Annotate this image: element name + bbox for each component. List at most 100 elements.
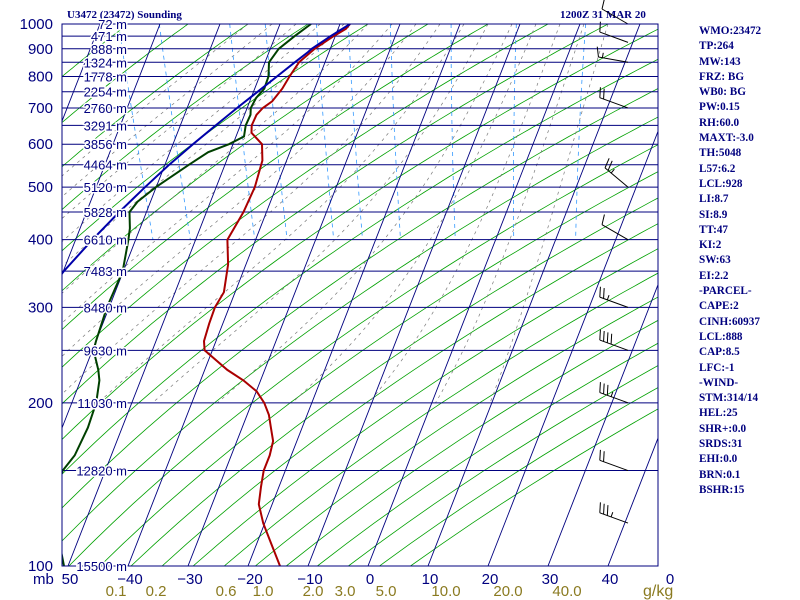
wind-barb-tick — [606, 505, 609, 516]
mixing-ratio-tick-label: 3.0 — [335, 583, 356, 600]
wind-barb-staff — [599, 512, 629, 524]
mixing-ratio-tick-label: 20.0 — [493, 583, 522, 600]
stat-item: LCL:928 — [699, 177, 743, 190]
height-label: 5120 m — [84, 180, 127, 195]
dry-adiabat-line — [130, 197, 658, 566]
wind-barb-tick — [599, 21, 601, 33]
mixing-ratio-tick-label: 40.0 — [552, 583, 581, 600]
stat-item: CAPE:2 — [699, 300, 739, 313]
sounding-indices-panel: WMO:23472 TP:264 MW:143 FRZ: BG WB0: BG PW:0.… — [699, 24, 761, 498]
stat-item: WB0: BG — [699, 86, 746, 99]
stat-item: LI:8.7 — [699, 193, 729, 206]
stat-item: EHI:0.0 — [699, 453, 738, 466]
pressure-tick-label: 300 — [28, 299, 53, 316]
mixing-ratio-tick-label: 5.0 — [376, 583, 397, 600]
temperature-tick-label: 0 — [366, 571, 374, 588]
height-label: 888 m — [91, 42, 127, 57]
mixing-ratio-labels: 0.1 0.2 0.6 1.0 2.0 3.0 5.0 10.0 20.0 40.0 — [106, 583, 582, 600]
height-label: 7483 m — [84, 264, 127, 279]
stat-item: SRDS:31 — [699, 438, 743, 451]
wind-barb-half-tick — [606, 295, 610, 301]
stat-item: TP:264 — [699, 40, 734, 53]
wind-barb-tick — [606, 384, 609, 396]
temperature-tick-label: −10 — [297, 571, 322, 588]
height-label: 15500 m — [76, 559, 127, 574]
stat-item: MAXT:-3.0 — [699, 132, 754, 145]
isotherm-line — [427, 24, 641, 566]
wind-barb-half-tick — [610, 168, 615, 174]
height-label: 4464 m — [84, 158, 127, 173]
wind-barb-staff — [599, 97, 629, 109]
chart-timestamp: 1200Z 31 MAR 20 — [560, 9, 646, 21]
mixing-ratio-tick-label: 0.1 — [106, 583, 127, 600]
dry-adiabat-line — [62, 88, 658, 509]
wind-barb-tick — [599, 286, 601, 298]
stat-item: SHR+:0.0 — [699, 422, 747, 435]
wind-barb-tick — [599, 449, 601, 461]
stat-item: BRN:0.1 — [699, 468, 741, 481]
wind-barb — [599, 449, 629, 472]
height-label: 3856 m — [84, 137, 127, 152]
pressure-tick-label: 400 — [28, 232, 53, 249]
wind-barb — [599, 21, 629, 43]
dry-adiabat-line — [255, 296, 658, 566]
wind-barb — [604, 158, 629, 188]
stat-item: TT:47 — [699, 223, 729, 236]
stat-item: -WIND- — [699, 376, 739, 389]
wind-barb — [599, 286, 629, 308]
dewpoint-line — [62, 24, 312, 566]
dry-adiabats — [62, 24, 658, 566]
pressure-axis-labels: 100 200 300 400 500 600 700 800 900 1000 — [20, 16, 53, 575]
height-label: 9630 m — [84, 343, 127, 358]
wind-barb — [599, 502, 629, 524]
mixing-ratio-tick-label: 10.0 — [431, 583, 460, 600]
wind-barb-staff — [599, 296, 629, 308]
wind-barb-tick — [603, 503, 605, 515]
temperature-tick-label: 30 — [542, 571, 559, 588]
wind-barb-staff — [601, 224, 629, 241]
plot-frame — [61, 23, 659, 567]
wind-barb — [599, 329, 629, 351]
parcel-line — [62, 24, 351, 276]
isotherms — [62, 24, 658, 566]
stat-item: L57:6.2 — [699, 162, 736, 175]
moist-adiabat-line — [62, 24, 321, 243]
pressure-tick-label: 700 — [28, 100, 53, 117]
wind-barb — [601, 214, 629, 241]
temperature-tick-label: −30 — [177, 571, 202, 588]
wind-barb-tick — [606, 332, 609, 343]
isotherm-line — [62, 24, 101, 123]
stat-item: -PARCEL- — [699, 285, 752, 298]
temperature-tick-label: −20 — [237, 571, 262, 588]
wind-barb-tick — [603, 451, 605, 462]
pressure-tick-label: 100 — [28, 558, 53, 575]
isotherm-line — [67, 24, 281, 566]
stat-item: TH:5048 — [699, 147, 742, 160]
dry-adiabat-line — [62, 28, 658, 441]
pressure-tick-label: 600 — [28, 136, 53, 153]
mixing-ratio-tick-label: 0.6 — [216, 583, 237, 600]
height-label: 3291 m — [84, 118, 127, 133]
stat-item: BSHR:15 — [699, 483, 745, 496]
dry-adiabat-line — [62, 58, 658, 475]
pressure-tick-label: 900 — [28, 41, 53, 58]
mixing-ratio-tick-label: 0.2 — [146, 583, 167, 600]
wind-barb-tick — [599, 87, 601, 98]
isotherm-line — [607, 436, 658, 566]
dry-adiabat-line — [99, 171, 658, 566]
wind-barb-tick — [603, 88, 605, 100]
wind-barb — [599, 382, 629, 404]
stat-item: HEL:25 — [699, 407, 738, 420]
wind-barb-staff — [599, 339, 629, 351]
height-label: 471 m — [91, 29, 127, 44]
temperature-tick-label: 40 — [602, 571, 619, 588]
dry-adiabat-line — [62, 24, 489, 331]
pressure-tick-label: 800 — [28, 69, 53, 86]
wind-barb-staff — [598, 56, 629, 63]
isotherm-line — [62, 24, 161, 276]
height-label: 11030 m — [77, 396, 127, 411]
temperature-tick-label: 10 — [422, 571, 439, 588]
wind-barb-tick — [603, 330, 605, 342]
dry-adiabat-line — [192, 248, 658, 566]
